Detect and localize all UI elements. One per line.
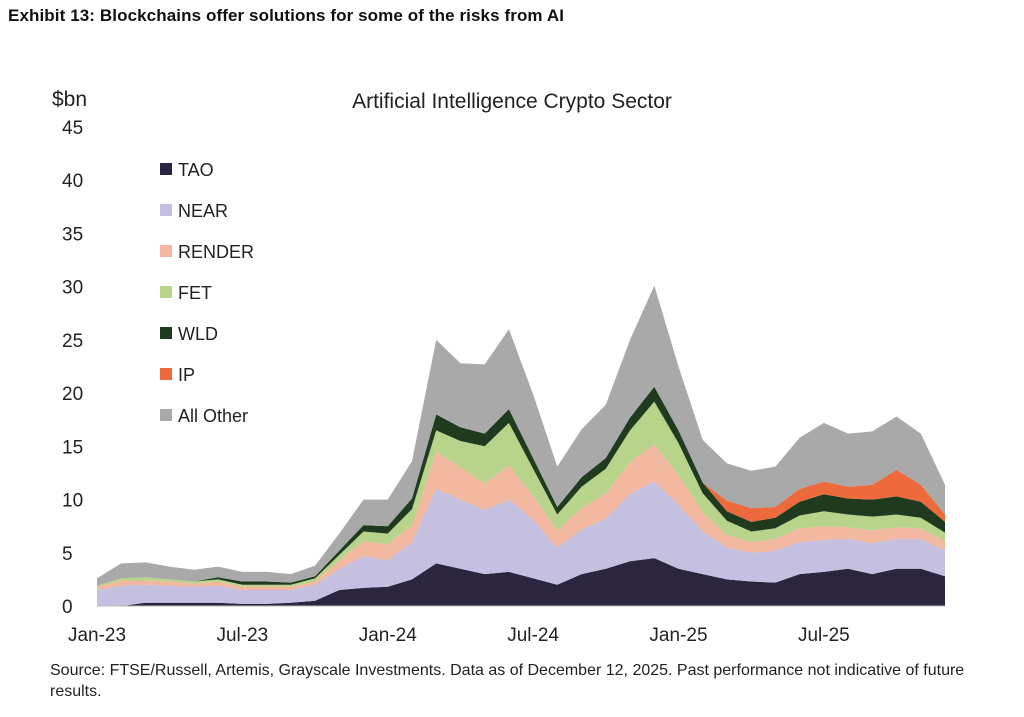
y-axis-ticks: 0 5 10 15 20 25 30 35 40 45	[62, 118, 83, 618]
legend-swatch	[160, 245, 172, 257]
legend-label: FET	[178, 283, 212, 303]
x-tick-label: Jul-23	[216, 625, 268, 646]
legend-swatch	[160, 327, 172, 339]
legend-swatch	[160, 163, 172, 175]
legend-swatch	[160, 409, 172, 421]
x-tick-label: Jan-24	[359, 625, 418, 646]
legend: TAO NEAR RENDER FET WLD IP All Other	[160, 160, 254, 426]
y-tick-label: 40	[62, 171, 83, 192]
y-tick-label: 10	[62, 491, 83, 512]
legend-label: WLD	[178, 324, 218, 344]
y-tick-label: 5	[62, 544, 73, 565]
area-near	[97, 481, 945, 606]
area-tao	[97, 558, 945, 606]
legend-swatch	[160, 204, 172, 216]
y-tick-label: 25	[62, 331, 83, 352]
y-tick-label: 0	[62, 597, 73, 618]
legend-swatch	[160, 286, 172, 298]
x-tick-label: Jan-25	[649, 625, 707, 646]
x-tick-label: Jan-23	[68, 625, 126, 646]
y-tick-label: 35	[62, 224, 83, 245]
stacked-area-group	[97, 285, 945, 606]
source-note: Source: FTSE/Russell, Artemis, Grayscale…	[50, 662, 965, 700]
chart-svg: Artificial Intelligence Crypto Sector $b…	[52, 88, 945, 646]
legend-label: NEAR	[178, 201, 228, 221]
y-axis-unit-label: $bn	[52, 88, 87, 111]
x-tick-label: Jul-24	[507, 625, 559, 646]
chart-title: Artificial Intelligence Crypto Sector	[352, 90, 672, 113]
legend-label: All Other	[178, 406, 248, 426]
legend-label: IP	[178, 365, 195, 385]
x-tick-label: Jul-25	[798, 625, 850, 646]
y-tick-label: 45	[62, 118, 83, 139]
exhibit-title: Exhibit 13: Blockchains offer solutions …	[8, 6, 565, 25]
y-tick-label: 30	[62, 278, 83, 299]
legend-label: TAO	[178, 160, 214, 180]
y-tick-label: 15	[62, 437, 83, 458]
y-tick-label: 20	[62, 384, 83, 405]
legend-swatch	[160, 368, 172, 380]
legend-label: RENDER	[178, 242, 254, 262]
x-axis-ticks: Jan-23 Jul-23 Jan-24 Jul-24 Jan-25 Jul-25	[68, 625, 850, 646]
